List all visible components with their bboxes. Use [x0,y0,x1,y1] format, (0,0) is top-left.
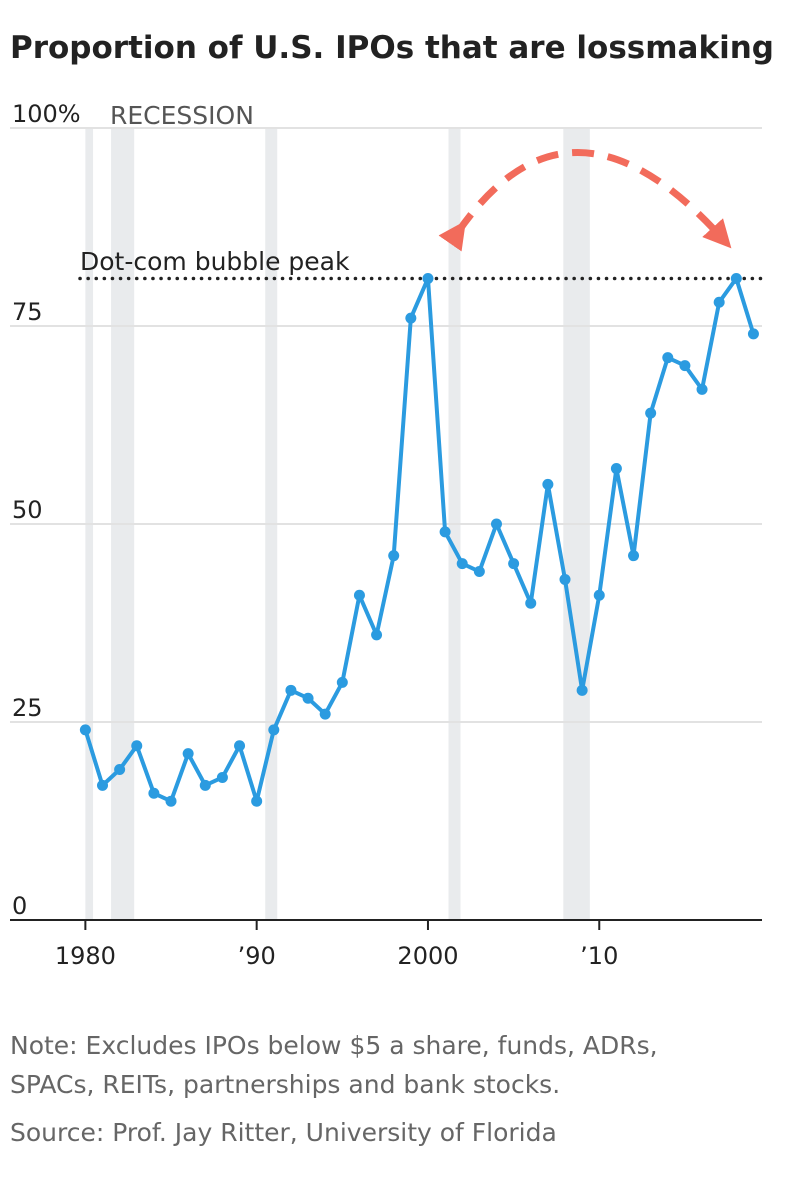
data-point [645,407,657,419]
data-point [439,526,451,538]
x-tick-label: 1980 [55,942,116,970]
data-point [747,328,759,340]
reference-label: Dot-com bubble peak [80,247,350,276]
chart-title: Proportion of U.S. IPOs that are lossmak… [10,30,774,66]
data-point [576,684,588,696]
data-point [679,360,691,372]
data-point [662,352,674,364]
source: Source: Prof. Jay Ritter, University of … [10,1118,557,1147]
y-tick-label: 100% [12,100,81,128]
x-tick-label: ’90 [238,942,276,970]
data-point [302,692,314,704]
data-point [79,724,91,736]
data-point [148,787,160,799]
data-point [508,558,520,570]
note: SPACs, REITs, partnerships and bank stoc… [10,1070,560,1099]
data-point [285,684,297,696]
data-point [713,296,725,308]
data-point [182,748,194,760]
y-tick-label: 25 [12,694,43,722]
data-point [628,550,640,562]
data-point [216,771,228,783]
data-point [542,478,554,490]
data-point [473,566,485,578]
data-point [525,597,537,609]
data-point [234,740,246,752]
plot-area: 0 25 50 75 100% 1980 ’90 2000 ’10 [10,100,764,970]
data-point [405,312,417,324]
x-tick-label: 2000 [397,942,458,970]
data-point [593,589,605,601]
data-point [319,708,331,720]
data-point [165,795,177,807]
data-point [388,550,400,562]
data-point [114,764,126,776]
y-tick-label: 0 [12,892,27,920]
data-point [336,676,348,688]
x-tick-label: ’10 [580,942,618,970]
data-point [456,558,468,570]
data-point [490,518,502,530]
data-point [268,724,280,736]
data-point [559,573,571,585]
data-point [371,629,383,641]
annotation-arrow [438,149,732,252]
data-point [199,779,211,791]
data-point [610,463,622,475]
data-point [696,383,708,395]
note: Note: Excludes IPOs below $5 a share, fu… [10,1031,658,1060]
data-point [251,795,263,807]
y-tick-label: 75 [12,298,43,326]
recession-label: RECESSION [110,101,254,130]
data-line [83,276,756,804]
y-tick-label: 50 [12,496,43,524]
data-point [422,272,434,284]
data-point [730,272,742,284]
data-point [97,779,109,791]
data-point [131,740,143,752]
data-point [353,589,365,601]
